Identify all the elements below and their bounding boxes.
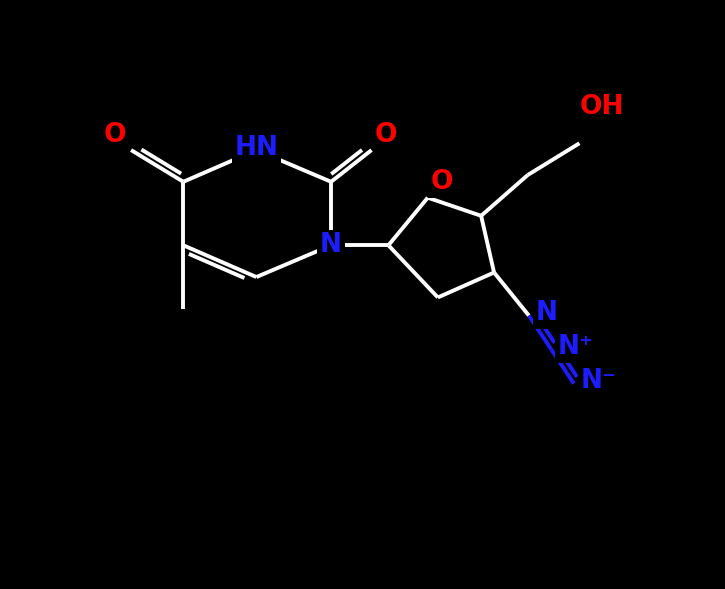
Text: O: O (431, 170, 453, 196)
Text: HN: HN (234, 135, 278, 161)
Text: N⁻: N⁻ (581, 368, 616, 395)
Text: OH: OH (579, 94, 624, 120)
Text: N⁺: N⁺ (558, 335, 594, 360)
Text: N: N (320, 232, 342, 259)
Text: O: O (104, 122, 127, 148)
Text: O: O (374, 122, 397, 148)
Text: N: N (536, 300, 558, 326)
